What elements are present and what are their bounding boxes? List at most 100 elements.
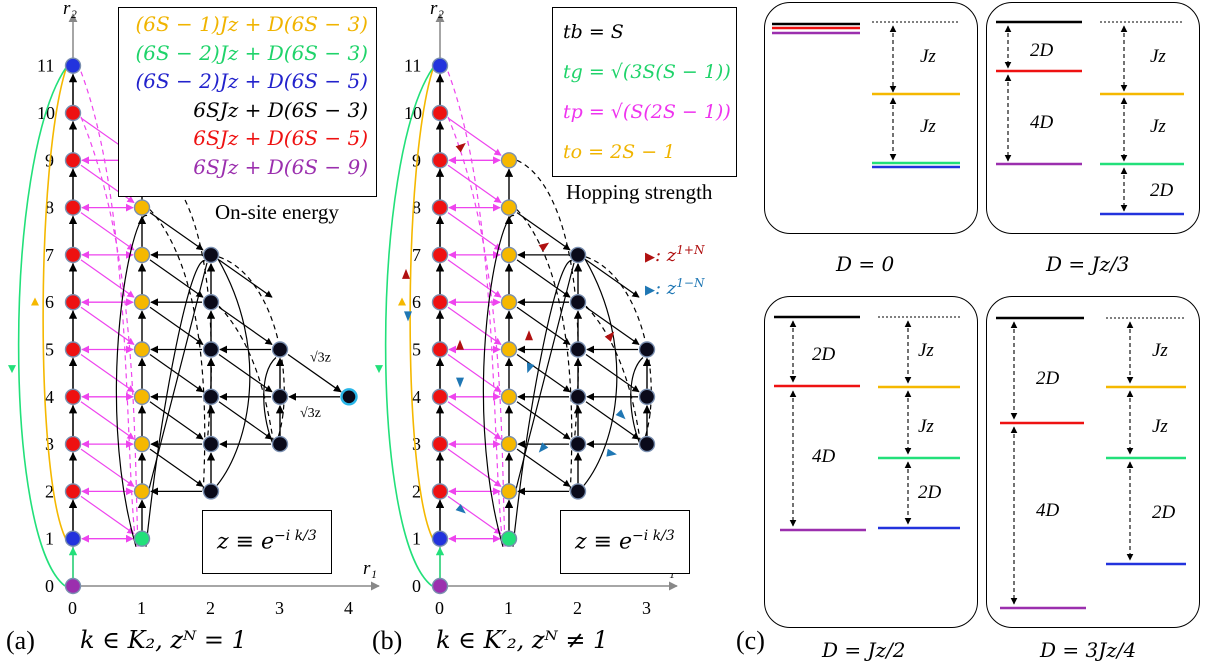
y-tick-label: 6 — [45, 292, 54, 312]
z-power-legend: ▶: z1+N ▶: z1−N — [645, 237, 704, 303]
level-box-d-jz2 — [764, 296, 978, 628]
hopping-list: tb = S tg = √(3S(S − 1)) tp = √(S(2S − 1))… — [563, 12, 731, 172]
gap-label-2d: 2D — [1152, 502, 1176, 523]
gap-label-2d: 2D — [1030, 40, 1054, 61]
gap-label-2d: 2D — [918, 482, 942, 503]
long-arc-yellow — [409, 65, 436, 544]
hopping-item: tg = √(3S(S − 1)) — [563, 61, 731, 83]
z-legend-item: ▶: z1+N — [645, 237, 704, 270]
gap-label-2d: 2D — [812, 344, 836, 365]
panel-c-levels: Jz Jz 2D 4D Jz Jz 2D 2D 4D Jz Jz 2D 2D 4D Jz Jz 2D — [772, 20, 1186, 610]
diagonal-hop-magenta — [80, 212, 135, 251]
hopping-legend-box: tb = S tg = √(3S(S − 1)) tp = √(S(2S − 1))… — [552, 7, 737, 177]
diagonal-hop — [149, 306, 204, 345]
lattice-node — [431, 294, 449, 311]
x-tick-label: 2 — [206, 598, 215, 618]
arc-arrow-green — [8, 365, 16, 374]
z-power-marker — [525, 330, 533, 341]
y-tick-label: 8 — [45, 198, 54, 218]
lattice-node — [500, 530, 518, 547]
lattice-node — [431, 577, 449, 595]
diagonal-hop — [516, 448, 571, 487]
lattice-node — [133, 530, 151, 547]
solid-arc — [216, 258, 251, 486]
z-power-marker — [526, 362, 535, 374]
gap-label-4d: 4D — [1030, 112, 1054, 133]
diagonal-hop-magenta — [80, 259, 135, 298]
lattice-node — [64, 530, 82, 547]
diagonal-hop-magenta — [80, 354, 135, 393]
gap-label-jz: Jz — [1152, 416, 1168, 437]
y-tick-label: 7 — [412, 245, 421, 265]
lattice-node — [431, 57, 449, 74]
gap-label-2d: 2D — [1150, 180, 1174, 201]
x-tick-label: 0 — [435, 598, 444, 618]
panel-b-condition: k ∈ K′₂, zᴺ ≠ 1 — [436, 626, 609, 654]
lattice-node — [500, 294, 518, 311]
solid-arc — [630, 357, 644, 447]
lattice-node — [431, 341, 449, 358]
z-power-marker — [456, 339, 464, 350]
z-legend-label: : z — [655, 245, 677, 266]
diagonal-hop — [149, 354, 204, 393]
r2-axis-label: r₂ — [430, 0, 444, 19]
solid-arc — [115, 214, 148, 547]
diagonal-hop — [585, 259, 640, 298]
z-def-exp-a: −i k/3 — [274, 528, 317, 544]
gap-label-jz: Jz — [918, 340, 934, 361]
z-power-marker — [615, 409, 626, 420]
z-legend-marker: ▶ — [645, 249, 655, 264]
dashed-arc-magenta — [447, 116, 506, 547]
z-power-marker — [456, 377, 464, 388]
y-tick-label: 4 — [412, 387, 421, 407]
lattice-node — [64, 57, 82, 74]
caption-d-jz2: D = Jz/2 — [822, 638, 906, 662]
dashed-arc — [585, 305, 642, 447]
diagonal-hop — [585, 354, 640, 393]
dashed-arc-magenta — [80, 71, 137, 547]
y-tick-label: 5 — [412, 340, 421, 360]
diagonal-hop — [516, 306, 571, 345]
diagonal-hop — [218, 306, 273, 345]
lattice-node — [133, 435, 151, 453]
solid-arc — [583, 258, 618, 486]
gap-label-jz: Jz — [920, 46, 936, 67]
diagonal-hop — [149, 401, 204, 440]
y-tick-label: 11 — [404, 56, 421, 76]
long-arc-green — [17, 67, 67, 587]
gap-label-4d: 4D — [1036, 500, 1060, 521]
lattice-node — [569, 435, 587, 453]
solid-arc — [148, 262, 208, 490]
y-tick-label: 2 — [412, 481, 421, 501]
energy-item: (6S − 1)Jz + D(6S − 3) — [135, 12, 368, 36]
level-box-d-3jz4 — [986, 296, 1200, 628]
hopping-item: tb = S — [563, 21, 624, 43]
gap-label-jz: Jz — [920, 116, 936, 137]
energy-item: 6SJz + D(6S − 3) — [193, 97, 368, 122]
z-power-marker — [538, 242, 550, 252]
caption-d-3jz4: D = 3Jz/4 — [1040, 638, 1137, 662]
y-tick-label: 5 — [45, 340, 54, 360]
lattice-node — [202, 246, 220, 264]
energy-legend-box: (6S − 1)Jz + D(6S − 3) (6S − 2)Jz + D(6S … — [118, 7, 377, 197]
z-legend-marker: ▶ — [645, 282, 655, 297]
level-box-d-jz3 — [986, 2, 1200, 234]
lattice-node — [64, 104, 82, 122]
x-tick-label: 1 — [137, 598, 146, 618]
diagonal-hop-magenta — [447, 164, 502, 204]
lattice-node — [569, 294, 587, 311]
x-tick-label: 3 — [642, 598, 651, 618]
lattice-node — [133, 199, 151, 216]
y-tick-label: 7 — [45, 245, 54, 265]
lattice-node — [500, 483, 518, 500]
lattice-node — [431, 246, 449, 264]
x-tick-label: 3 — [275, 598, 284, 618]
arc-arrow-yellow — [398, 297, 406, 306]
energy-list: (6S − 1)Jz + D(6S − 3) (6S − 2)Jz + D(6S … — [135, 10, 368, 181]
lattice-node — [64, 341, 82, 358]
hopping-item: to = 2S − 1 — [563, 141, 676, 163]
arc-arrow-green — [375, 365, 383, 374]
lattice-node — [500, 435, 518, 453]
y-tick-label: 8 — [412, 198, 421, 218]
y-tick-label: 0 — [412, 576, 421, 596]
